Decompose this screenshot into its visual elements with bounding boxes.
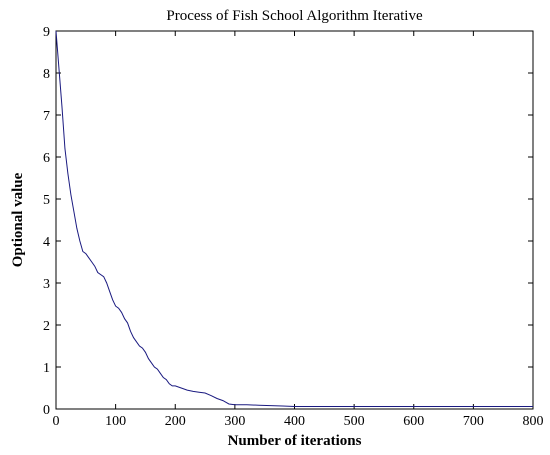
x-axis-title: Number of iterations xyxy=(228,433,362,449)
x-tick-label: 600 xyxy=(403,414,424,429)
chart-title: Process of Fish School Algorithm Iterati… xyxy=(166,8,423,24)
x-tick-label: 0 xyxy=(53,414,60,429)
y-tick-label: 8 xyxy=(43,67,50,82)
y-tick-label: 0 xyxy=(43,403,50,418)
ticks-group: 0 100 200 300 400 500 600 700 800 0 1 2 3 4 5 6 7 8 9 xyxy=(43,25,544,429)
y-axis-title: Optional value xyxy=(10,172,26,267)
y-tick-label: 2 xyxy=(43,319,50,334)
y-tick-label: 3 xyxy=(43,277,50,292)
y-tick-label: 4 xyxy=(43,235,50,250)
x-tick-label: 400 xyxy=(284,414,305,429)
y-tick-label: 1 xyxy=(43,361,50,376)
y-axis-title-group: Optional value xyxy=(10,172,26,267)
y-tick-label: 7 xyxy=(43,109,50,124)
x-tick-label: 300 xyxy=(224,414,245,429)
x-tick-label: 200 xyxy=(165,414,186,429)
y-tick-label: 9 xyxy=(43,25,50,40)
series-line xyxy=(55,30,533,407)
y-tick-label: 6 xyxy=(43,151,50,166)
x-tick-label: 700 xyxy=(463,414,484,429)
x-tick-label: 800 xyxy=(523,414,544,429)
x-tick-label: 500 xyxy=(344,414,365,429)
x-tick-label: 100 xyxy=(105,414,126,429)
plot-area xyxy=(55,30,534,410)
y-tick-label: 5 xyxy=(43,193,50,208)
